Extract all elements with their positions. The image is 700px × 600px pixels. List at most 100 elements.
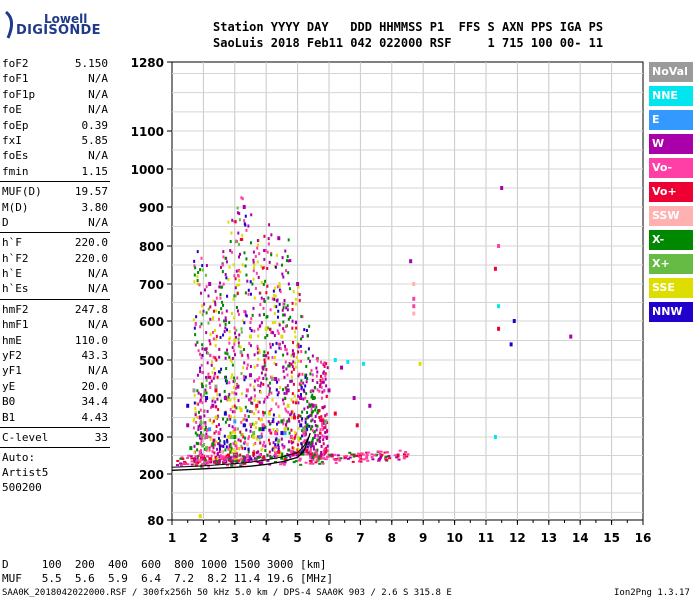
echo-point [211,399,214,403]
echo-point [264,444,267,448]
echo-point [275,363,278,367]
echo-point [278,302,281,306]
legend-item: NNW [649,302,693,322]
echo-point [244,447,247,451]
echo-point [203,302,206,306]
echo-point [238,218,241,222]
echo-point [219,281,222,285]
echo-point [320,396,323,400]
echo-point [291,308,294,312]
echo-point [299,344,302,348]
echo-point [260,461,264,464]
echo-point [252,250,255,254]
param-value: 0.39 [81,118,109,132]
echo-point [225,367,228,371]
param-value: 3.80 [81,200,109,214]
echo-point [237,399,240,403]
echo-point [244,310,247,314]
echo-point [388,457,392,460]
echo-point [232,379,235,383]
echo-point [405,455,409,458]
echo-point [332,458,336,461]
echo-point [244,223,247,227]
echo-point [251,401,254,405]
echo-point [240,327,243,331]
echo-point [249,292,252,296]
echo-point [258,376,261,380]
echo-point [307,347,310,351]
echo-point [267,296,270,300]
echo-point [233,376,236,380]
y-tick-label: 700 [139,278,164,292]
echo-point [202,309,205,313]
echo-point [304,375,307,379]
param-row: h`F2 220.0 [0,251,112,266]
echo-point [216,451,219,455]
echo-point [216,447,219,451]
echo-point [275,429,278,433]
echo-point [221,270,224,274]
echo-point [297,374,300,378]
echo-point [203,409,206,413]
echo-point [218,393,221,397]
echo-point [260,460,264,463]
echo-point [294,401,297,405]
echo-point [225,276,228,280]
echo-point [194,323,197,327]
echo-point [283,458,287,461]
param-name: fmin [2,164,29,178]
echo-point [268,327,271,331]
echo-point [304,373,307,377]
echo-point [569,334,573,339]
echo-point [193,457,197,460]
echo-point [244,414,247,418]
echo-point [256,455,260,458]
echo-point [311,403,315,408]
echo-point [270,431,273,435]
echo-point [261,427,265,432]
echo-point [301,429,304,433]
echo-point [207,294,210,298]
echo-point [207,307,210,311]
echo-point [193,401,196,405]
echo-point [309,450,312,454]
echo-point [280,419,284,424]
echo-point [193,450,196,454]
echo-point [238,212,241,216]
echo-point [201,435,204,439]
echo-point [252,385,255,389]
echo-point [252,443,255,447]
echo-point [320,385,323,389]
echo-point [254,286,257,290]
echo-point [263,266,266,270]
echo-point [269,308,272,312]
echo-point [271,420,274,424]
echo-point [186,403,190,408]
echo-point [255,403,259,408]
echo-point [237,337,240,341]
echo-point [262,354,265,358]
echo-point [275,437,278,441]
echo-point [200,291,203,295]
param-value: 220.0 [74,236,108,250]
echo-point [306,411,309,415]
polarization-legend: NoVal NNE E W Vo- Vo+ SSW X- X+ SSE NNW [649,62,693,326]
echo-point [320,415,323,419]
echo-point [304,396,307,400]
echo-point [209,317,212,321]
echo-point [193,462,196,466]
echo-point [280,457,284,460]
echo-point [205,432,208,436]
echo-point [201,264,204,268]
echo-point [277,391,280,395]
echo-point [313,453,317,456]
echo-point [218,450,221,454]
echo-point [232,442,235,446]
echo-point [246,353,249,357]
echo-point [224,326,227,330]
param-name: foF2 [2,57,29,70]
param-value: 33 [94,430,108,444]
echo-point [229,442,232,446]
echo-point [222,282,225,286]
echo-point [228,381,231,385]
